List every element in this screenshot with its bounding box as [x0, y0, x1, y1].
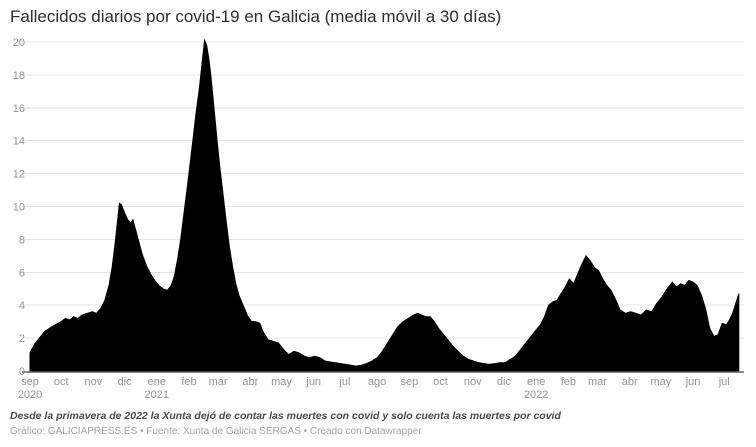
- chart-footnote: Desde la primavera de 2022 la Xunta dejó…: [10, 410, 561, 422]
- x-axis-tick-label: dic: [118, 376, 133, 388]
- x-axis-tick-label: feb: [561, 376, 576, 388]
- y-axis-tick-label: 12: [13, 169, 25, 181]
- x-axis-tick-label: abr: [622, 376, 638, 388]
- x-axis-tick-label: jun: [685, 376, 701, 388]
- y-axis-tick-label: 20: [13, 37, 25, 49]
- x-axis-tick-label: mar: [209, 376, 228, 388]
- x-axis-tick-label: may: [271, 376, 292, 388]
- y-axis-tick-label: 2: [19, 333, 25, 345]
- x-axis-tick-label: abr: [242, 376, 258, 388]
- chart-credit: Gráfico: GALICIAPRESS.ES • Fuente: Xunta…: [10, 426, 422, 437]
- y-axis-tick-label: 4: [19, 300, 25, 312]
- x-axis-year-label: 2022: [524, 389, 548, 401]
- x-axis-tick-label: oct: [433, 376, 448, 388]
- x-axis-tick-label: dic: [497, 376, 512, 388]
- x-axis-tick-label: mar: [588, 376, 607, 388]
- x-axis-tick-label: jul: [338, 376, 350, 388]
- chart-title: Fallecidos diarios por covid-19 en Galic…: [10, 7, 502, 26]
- y-axis-tick-label: 10: [13, 202, 25, 214]
- y-axis-tick-label: 6: [19, 267, 25, 279]
- y-axis-tick-label: 8: [19, 234, 25, 246]
- x-axis-tick-label: nov: [85, 376, 103, 388]
- covid-deaths-area-series: [29, 38, 740, 372]
- y-axis-tick-label: 0: [19, 366, 25, 378]
- y-axis-tick-label: 18: [13, 70, 25, 82]
- x-axis-tick-label: ago: [368, 376, 386, 388]
- x-axis-tick-label: jul: [718, 376, 730, 388]
- y-axis-tick-label: 14: [13, 136, 25, 148]
- x-axis-year-label: 2020: [18, 389, 42, 401]
- x-axis-tick-label: ene: [148, 376, 166, 388]
- x-axis-tick-label: jun: [305, 376, 321, 388]
- x-axis-tick-label: feb: [181, 376, 196, 388]
- x-axis-tick-label: nov: [464, 376, 482, 388]
- x-axis-tick-label: oct: [54, 376, 69, 388]
- y-axis-tick-label: 16: [13, 103, 25, 115]
- x-axis-tick-label: sep: [21, 376, 39, 388]
- x-axis-tick-label: ene: [527, 376, 545, 388]
- x-axis-tick-label: sep: [400, 376, 418, 388]
- x-axis-year-label: 2021: [145, 389, 169, 401]
- x-axis-tick-label: may: [650, 376, 671, 388]
